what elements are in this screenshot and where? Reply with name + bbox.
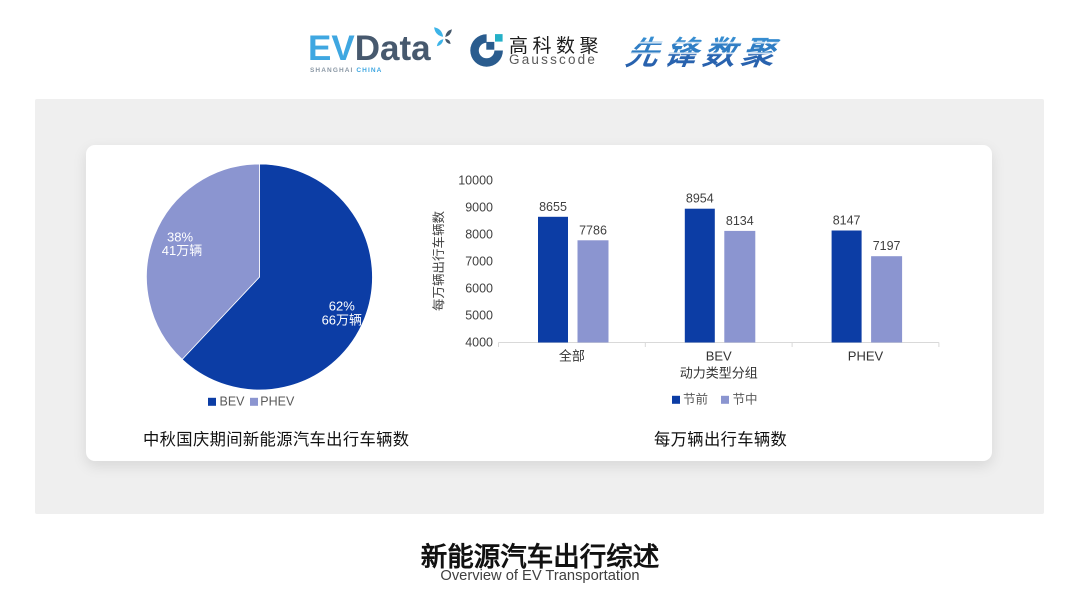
svg-text:全部: 全部 bbox=[559, 349, 585, 364]
svg-text:66万辆: 66万辆 bbox=[322, 313, 362, 328]
svg-text:7786: 7786 bbox=[579, 223, 607, 237]
svg-text:8954: 8954 bbox=[686, 192, 714, 206]
svg-text:7197: 7197 bbox=[873, 239, 901, 253]
svg-text:9000: 9000 bbox=[465, 201, 493, 215]
svg-text:6000: 6000 bbox=[465, 282, 493, 296]
svg-text:节中: 节中 bbox=[733, 392, 758, 407]
svg-text:每万辆出行车辆数: 每万辆出行车辆数 bbox=[431, 211, 446, 312]
svg-text:8655: 8655 bbox=[539, 200, 567, 214]
svg-text:BEV: BEV bbox=[220, 394, 246, 408]
svg-text:5000: 5000 bbox=[465, 309, 493, 323]
svg-text:PHEV: PHEV bbox=[260, 394, 295, 408]
svg-text:节前: 节前 bbox=[683, 392, 708, 407]
svg-text:7000: 7000 bbox=[465, 255, 493, 269]
svg-text:10000: 10000 bbox=[458, 174, 493, 188]
svg-text:62%: 62% bbox=[329, 298, 355, 313]
svg-text:8000: 8000 bbox=[465, 228, 493, 242]
svg-text:动力类型分组: 动力类型分组 bbox=[680, 366, 758, 381]
svg-text:8134: 8134 bbox=[726, 214, 754, 228]
svg-text:8147: 8147 bbox=[833, 214, 861, 228]
svg-text:BEV: BEV bbox=[706, 349, 732, 364]
svg-text:PHEV: PHEV bbox=[848, 349, 884, 364]
svg-text:38%: 38% bbox=[167, 229, 193, 244]
svg-text:41万辆: 41万辆 bbox=[162, 243, 202, 258]
svg-text:4000: 4000 bbox=[465, 336, 493, 350]
